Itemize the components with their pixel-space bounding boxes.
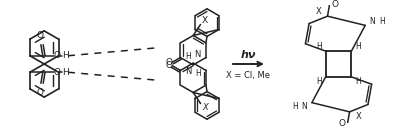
Text: X: X — [202, 103, 208, 112]
Text: H: H — [62, 51, 69, 60]
Text: O: O — [165, 58, 172, 67]
Text: H: H — [354, 77, 360, 86]
Text: N: N — [185, 67, 191, 76]
Text: H: H — [316, 42, 321, 51]
Text: O: O — [36, 31, 43, 40]
Text: H: H — [62, 68, 69, 77]
Text: X = Cl, Me: X = Cl, Me — [226, 71, 270, 79]
Text: H: H — [195, 69, 200, 78]
Text: O: O — [53, 51, 60, 60]
Text: O: O — [53, 68, 60, 77]
Text: O: O — [331, 0, 337, 9]
Text: N: N — [194, 50, 200, 59]
Text: N: N — [369, 17, 375, 26]
Text: H: H — [378, 17, 384, 26]
Text: X: X — [202, 16, 208, 25]
Text: H: H — [292, 102, 297, 111]
Text: H: H — [354, 42, 360, 51]
Text: O: O — [36, 88, 43, 97]
Text: N: N — [301, 102, 306, 111]
Text: H: H — [316, 77, 321, 86]
Text: O: O — [165, 61, 172, 70]
Text: H: H — [185, 52, 191, 61]
Text: X: X — [315, 7, 320, 16]
Text: X: X — [355, 112, 361, 121]
Text: O: O — [338, 119, 345, 128]
Text: hν: hν — [240, 50, 256, 60]
